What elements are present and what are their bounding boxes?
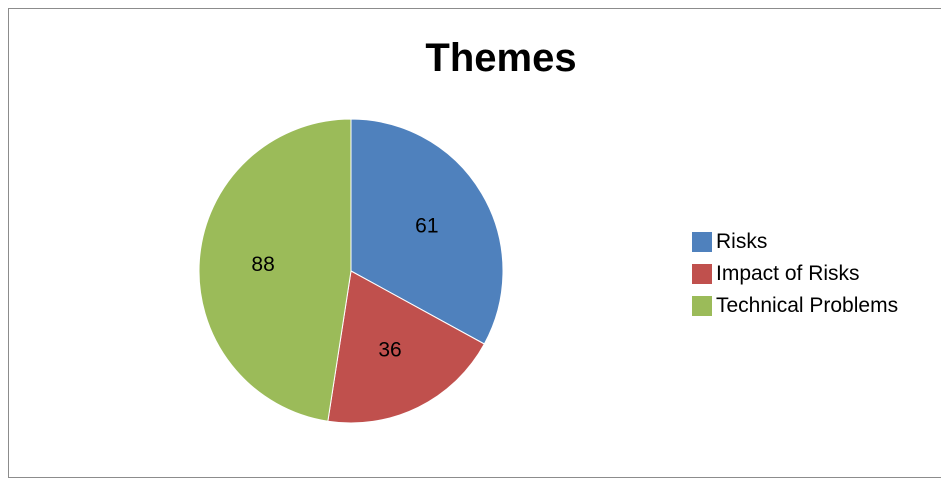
chart-title: Themes: [425, 36, 577, 80]
pie-slice-risks: [350, 118, 504, 345]
pie-chart: 61 36 88: [198, 118, 504, 424]
data-label-risks: 61: [415, 215, 438, 238]
legend: Risks Impact of Risks Technical Problems: [692, 226, 898, 322]
legend-label: Technical Problems: [716, 294, 899, 317]
legend-label: Impact of Risks: [716, 262, 860, 285]
legend-swatch: [692, 296, 712, 316]
data-label-impact-of-risks: 36: [378, 339, 401, 362]
legend-swatch: [692, 264, 712, 284]
pie-slice-impact-of-risks: [327, 270, 486, 424]
pie-slice-technical-problems: [198, 118, 352, 422]
legend-item-impact-of-risks: Impact of Risks: [692, 258, 898, 290]
legend-item-technical-problems: Technical Problems: [692, 290, 898, 322]
data-label-technical-problems: 88: [251, 253, 274, 276]
legend-label: Risks: [716, 230, 768, 253]
legend-swatch: [692, 232, 712, 252]
legend-item-risks: Risks: [692, 226, 898, 258]
